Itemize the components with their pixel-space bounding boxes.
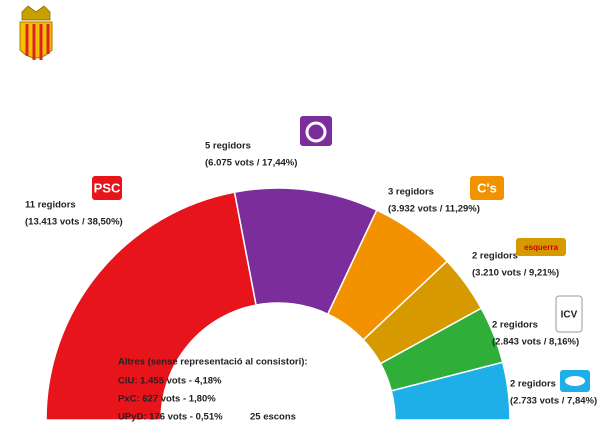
logo-shape [305,121,327,143]
vote-label: (13.413 vots / 38,50%) [25,217,123,228]
logo-text: C's [477,180,497,195]
seat-label: 2 regidors [510,379,556,390]
coat-of-arms [19,5,53,60]
logo-shape [565,376,585,386]
party-logo [470,176,504,200]
vote-label: (3.932 vots / 11,29%) [388,204,480,215]
logo-text: PSC [94,180,121,195]
others-item: UPyD: 176 vots - 0,51% [118,412,223,423]
seat-label: 2 regidors [472,251,518,262]
others-item: CiU: 1.455 vots - 4,18% [118,376,222,387]
segment [390,361,511,421]
vote-label: (3.210 vots / 9,21%) [472,268,559,279]
segment [45,191,257,421]
logo-text: esquerra [524,243,558,252]
others-item: PxC: 627 vots - 1,80% [118,394,216,405]
party-logo [516,238,566,256]
vote-label: (6.075 vots / 17,44%) [205,158,297,169]
seat-label: 5 regidors [205,141,251,152]
seat-label: 3 regidors [388,187,434,198]
vote-label: (2.843 vots / 8,16%) [492,337,579,348]
party-logo [92,176,122,200]
vote-label: (2.733 vots / 7,84%) [510,396,597,407]
logo-text: ICV [561,310,578,321]
party-logo [555,295,583,333]
total-label: 25 escons [250,412,296,423]
seat-label: 2 regidors [492,320,538,331]
seat-label: 11 regidors [25,200,76,211]
others-title: Altres (sense representació al consistor… [118,357,308,368]
